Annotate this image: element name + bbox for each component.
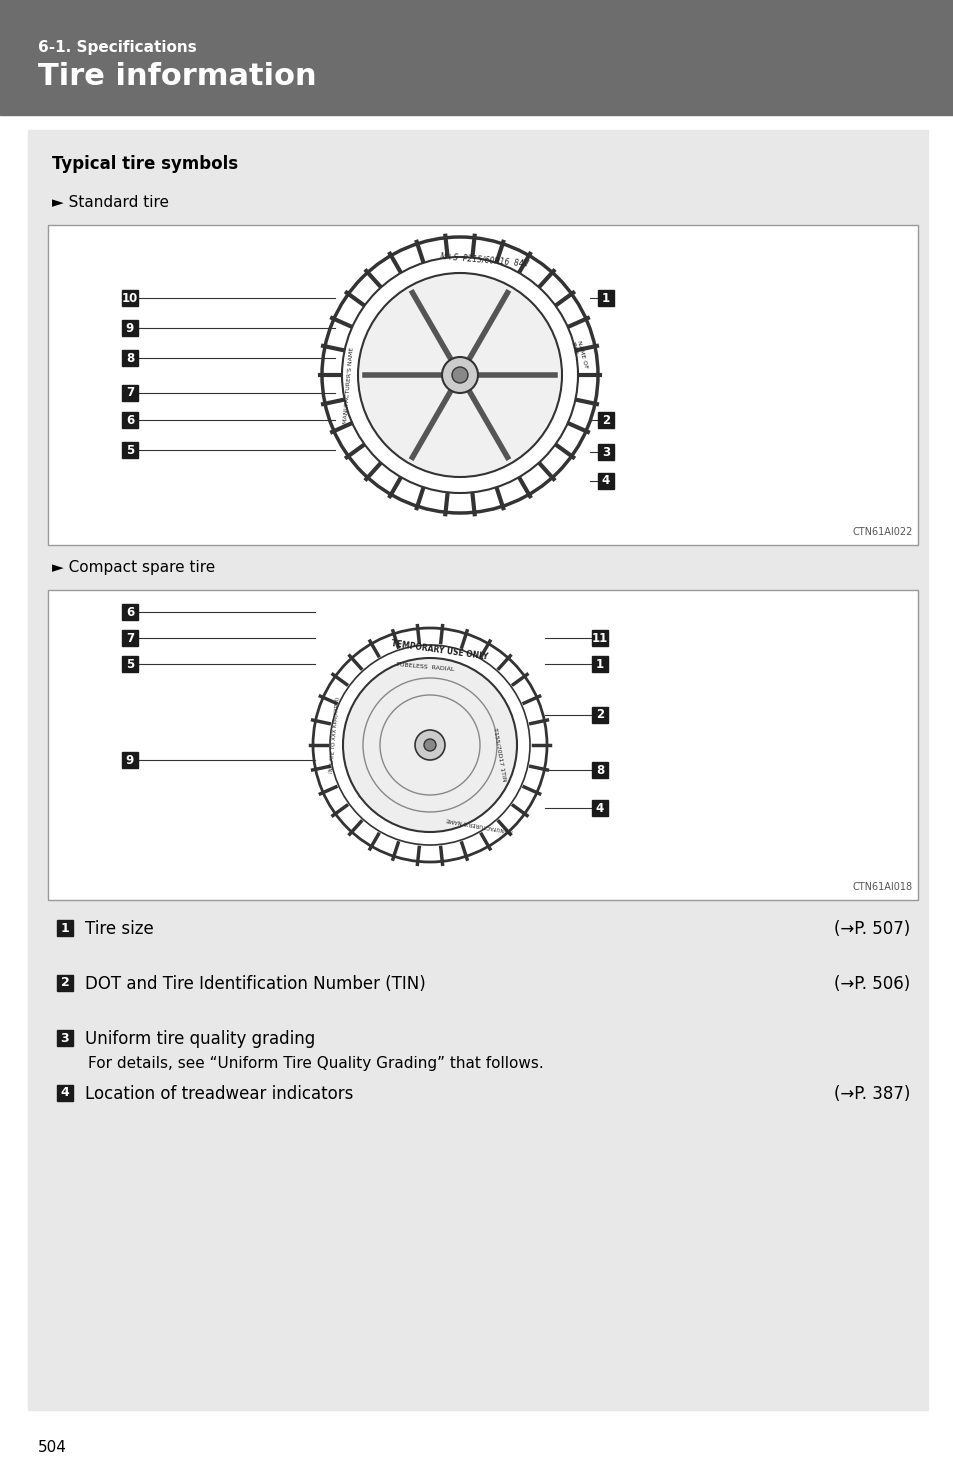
Text: 4: 4 xyxy=(596,801,603,814)
Bar xyxy=(592,763,607,777)
Circle shape xyxy=(415,730,444,760)
Text: TEMPORARY USE ONLY: TEMPORARY USE ONLY xyxy=(391,639,488,661)
Text: 6: 6 xyxy=(126,413,134,426)
Bar xyxy=(57,975,73,991)
Bar xyxy=(57,1086,73,1100)
Bar xyxy=(122,291,138,305)
Bar xyxy=(0,0,953,115)
Text: 4: 4 xyxy=(601,475,610,488)
Text: 504: 504 xyxy=(38,1440,67,1454)
Text: NAME OF
TIRE: NAME OF TIRE xyxy=(569,339,587,370)
Text: 9: 9 xyxy=(126,322,134,335)
Text: MANUFACTURER'S NAME: MANUFACTURER'S NAME xyxy=(446,817,513,833)
Text: 2: 2 xyxy=(596,708,603,721)
Bar xyxy=(598,473,614,490)
Bar xyxy=(122,752,138,768)
Text: 1: 1 xyxy=(601,292,609,304)
Bar xyxy=(122,630,138,646)
Bar xyxy=(122,412,138,428)
Text: 11: 11 xyxy=(591,631,607,645)
Text: Location of treadwear indicators: Location of treadwear indicators xyxy=(85,1086,353,1103)
Text: (→P. 507): (→P. 507) xyxy=(833,920,909,938)
Bar xyxy=(122,442,138,459)
Text: CTN61AI018: CTN61AI018 xyxy=(852,882,912,892)
Text: 6: 6 xyxy=(126,606,134,618)
Text: 2: 2 xyxy=(601,413,609,426)
Bar xyxy=(122,603,138,620)
Text: 4: 4 xyxy=(61,1087,70,1099)
Bar xyxy=(598,291,614,305)
Text: M+S  P215/60R16  84V: M+S P215/60R16 84V xyxy=(440,252,529,268)
Bar xyxy=(122,350,138,366)
Text: 1: 1 xyxy=(596,658,603,671)
Text: 10: 10 xyxy=(122,292,138,304)
Bar xyxy=(592,707,607,723)
FancyBboxPatch shape xyxy=(48,590,917,900)
Bar xyxy=(592,656,607,673)
Text: TUBELESS  RADIAL: TUBELESS RADIAL xyxy=(395,662,454,673)
Text: T155/70D17 1TIN: T155/70D17 1TIN xyxy=(493,727,507,782)
Text: 7: 7 xyxy=(126,631,134,645)
Text: MANUFACTURER'S NAME: MANUFACTURER'S NAME xyxy=(343,347,355,423)
Text: 6-1. Specifications: 6-1. Specifications xyxy=(38,40,196,55)
Text: 7: 7 xyxy=(126,386,134,400)
Text: ► Compact spare tire: ► Compact spare tire xyxy=(52,560,215,575)
Text: 5: 5 xyxy=(126,658,134,671)
Circle shape xyxy=(441,357,477,392)
Circle shape xyxy=(452,367,468,384)
Text: Uniform tire quality grading: Uniform tire quality grading xyxy=(85,1030,314,1049)
Bar xyxy=(122,656,138,673)
Text: 3: 3 xyxy=(601,445,609,459)
Text: 8: 8 xyxy=(126,351,134,364)
Bar xyxy=(28,130,927,1410)
Text: 2: 2 xyxy=(61,976,70,990)
Text: 5: 5 xyxy=(126,444,134,456)
Text: DOT and Tire Identification Number (TIN): DOT and Tire Identification Number (TIN) xyxy=(85,975,425,993)
Text: 9: 9 xyxy=(126,754,134,767)
Circle shape xyxy=(357,273,561,476)
Text: Typical tire symbols: Typical tire symbols xyxy=(52,155,238,173)
Text: ► Standard tire: ► Standard tire xyxy=(52,195,169,209)
Bar xyxy=(57,1030,73,1046)
Text: 8: 8 xyxy=(596,764,603,776)
Text: 3: 3 xyxy=(61,1031,70,1044)
Text: 1: 1 xyxy=(61,922,70,935)
Text: Tire size: Tire size xyxy=(85,920,153,938)
Text: Tire information: Tire information xyxy=(38,62,316,91)
Bar xyxy=(592,799,607,816)
Bar xyxy=(57,920,73,937)
Text: INFLATE TO XXX KPA(XXPSI): INFLATE TO XXX KPA(XXPSI) xyxy=(329,696,340,773)
Circle shape xyxy=(423,739,436,751)
Text: (→P. 506): (→P. 506) xyxy=(833,975,909,993)
Text: CTN61AI022: CTN61AI022 xyxy=(852,527,912,537)
Bar xyxy=(122,385,138,401)
Bar xyxy=(592,630,607,646)
Text: (→P. 387): (→P. 387) xyxy=(833,1086,909,1103)
Bar xyxy=(598,412,614,428)
Circle shape xyxy=(343,658,517,832)
FancyBboxPatch shape xyxy=(48,226,917,544)
Text: For details, see “Uniform Tire Quality Grading” that follows.: For details, see “Uniform Tire Quality G… xyxy=(88,1056,543,1071)
Bar xyxy=(122,320,138,336)
Bar xyxy=(598,444,614,460)
